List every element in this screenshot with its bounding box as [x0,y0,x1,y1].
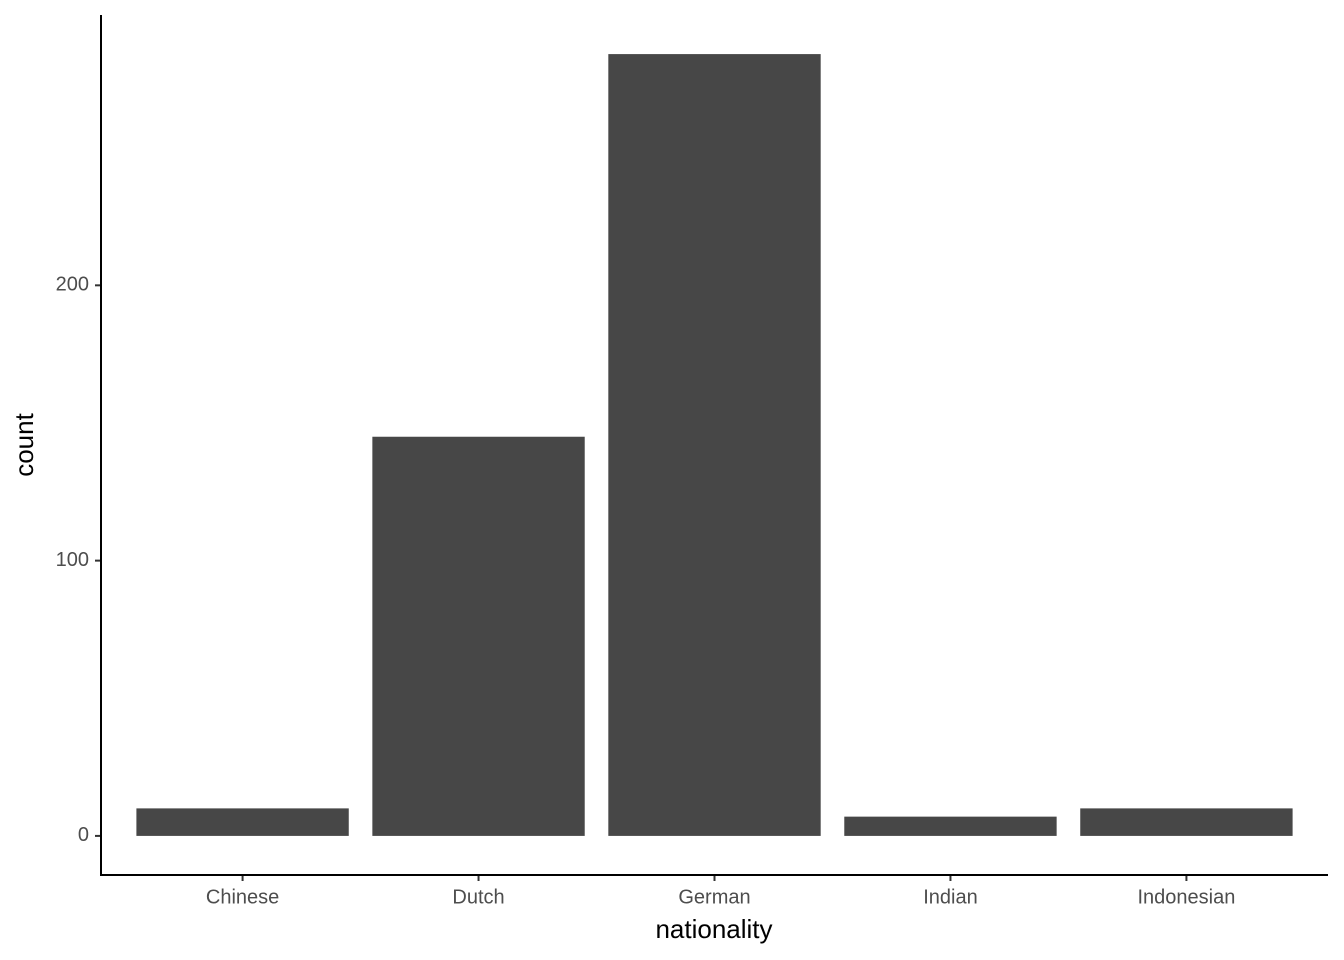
bar [608,54,821,836]
bar [844,816,1057,836]
bar [136,808,349,836]
x-axis-title: nationality [655,914,772,944]
y-tick-label: 200 [56,274,89,296]
x-tick-label: Dutch [452,886,504,908]
y-tick-label: 100 [56,549,89,571]
x-tick-label: German [678,886,750,908]
y-axis-title: count [9,412,39,476]
bar [1080,808,1293,836]
x-tick-label: Indonesian [1137,886,1235,908]
x-tick-label: Chinese [206,886,279,908]
bar [372,436,585,836]
x-tick-label: Indian [923,886,978,908]
y-tick-label: 0 [78,824,89,846]
